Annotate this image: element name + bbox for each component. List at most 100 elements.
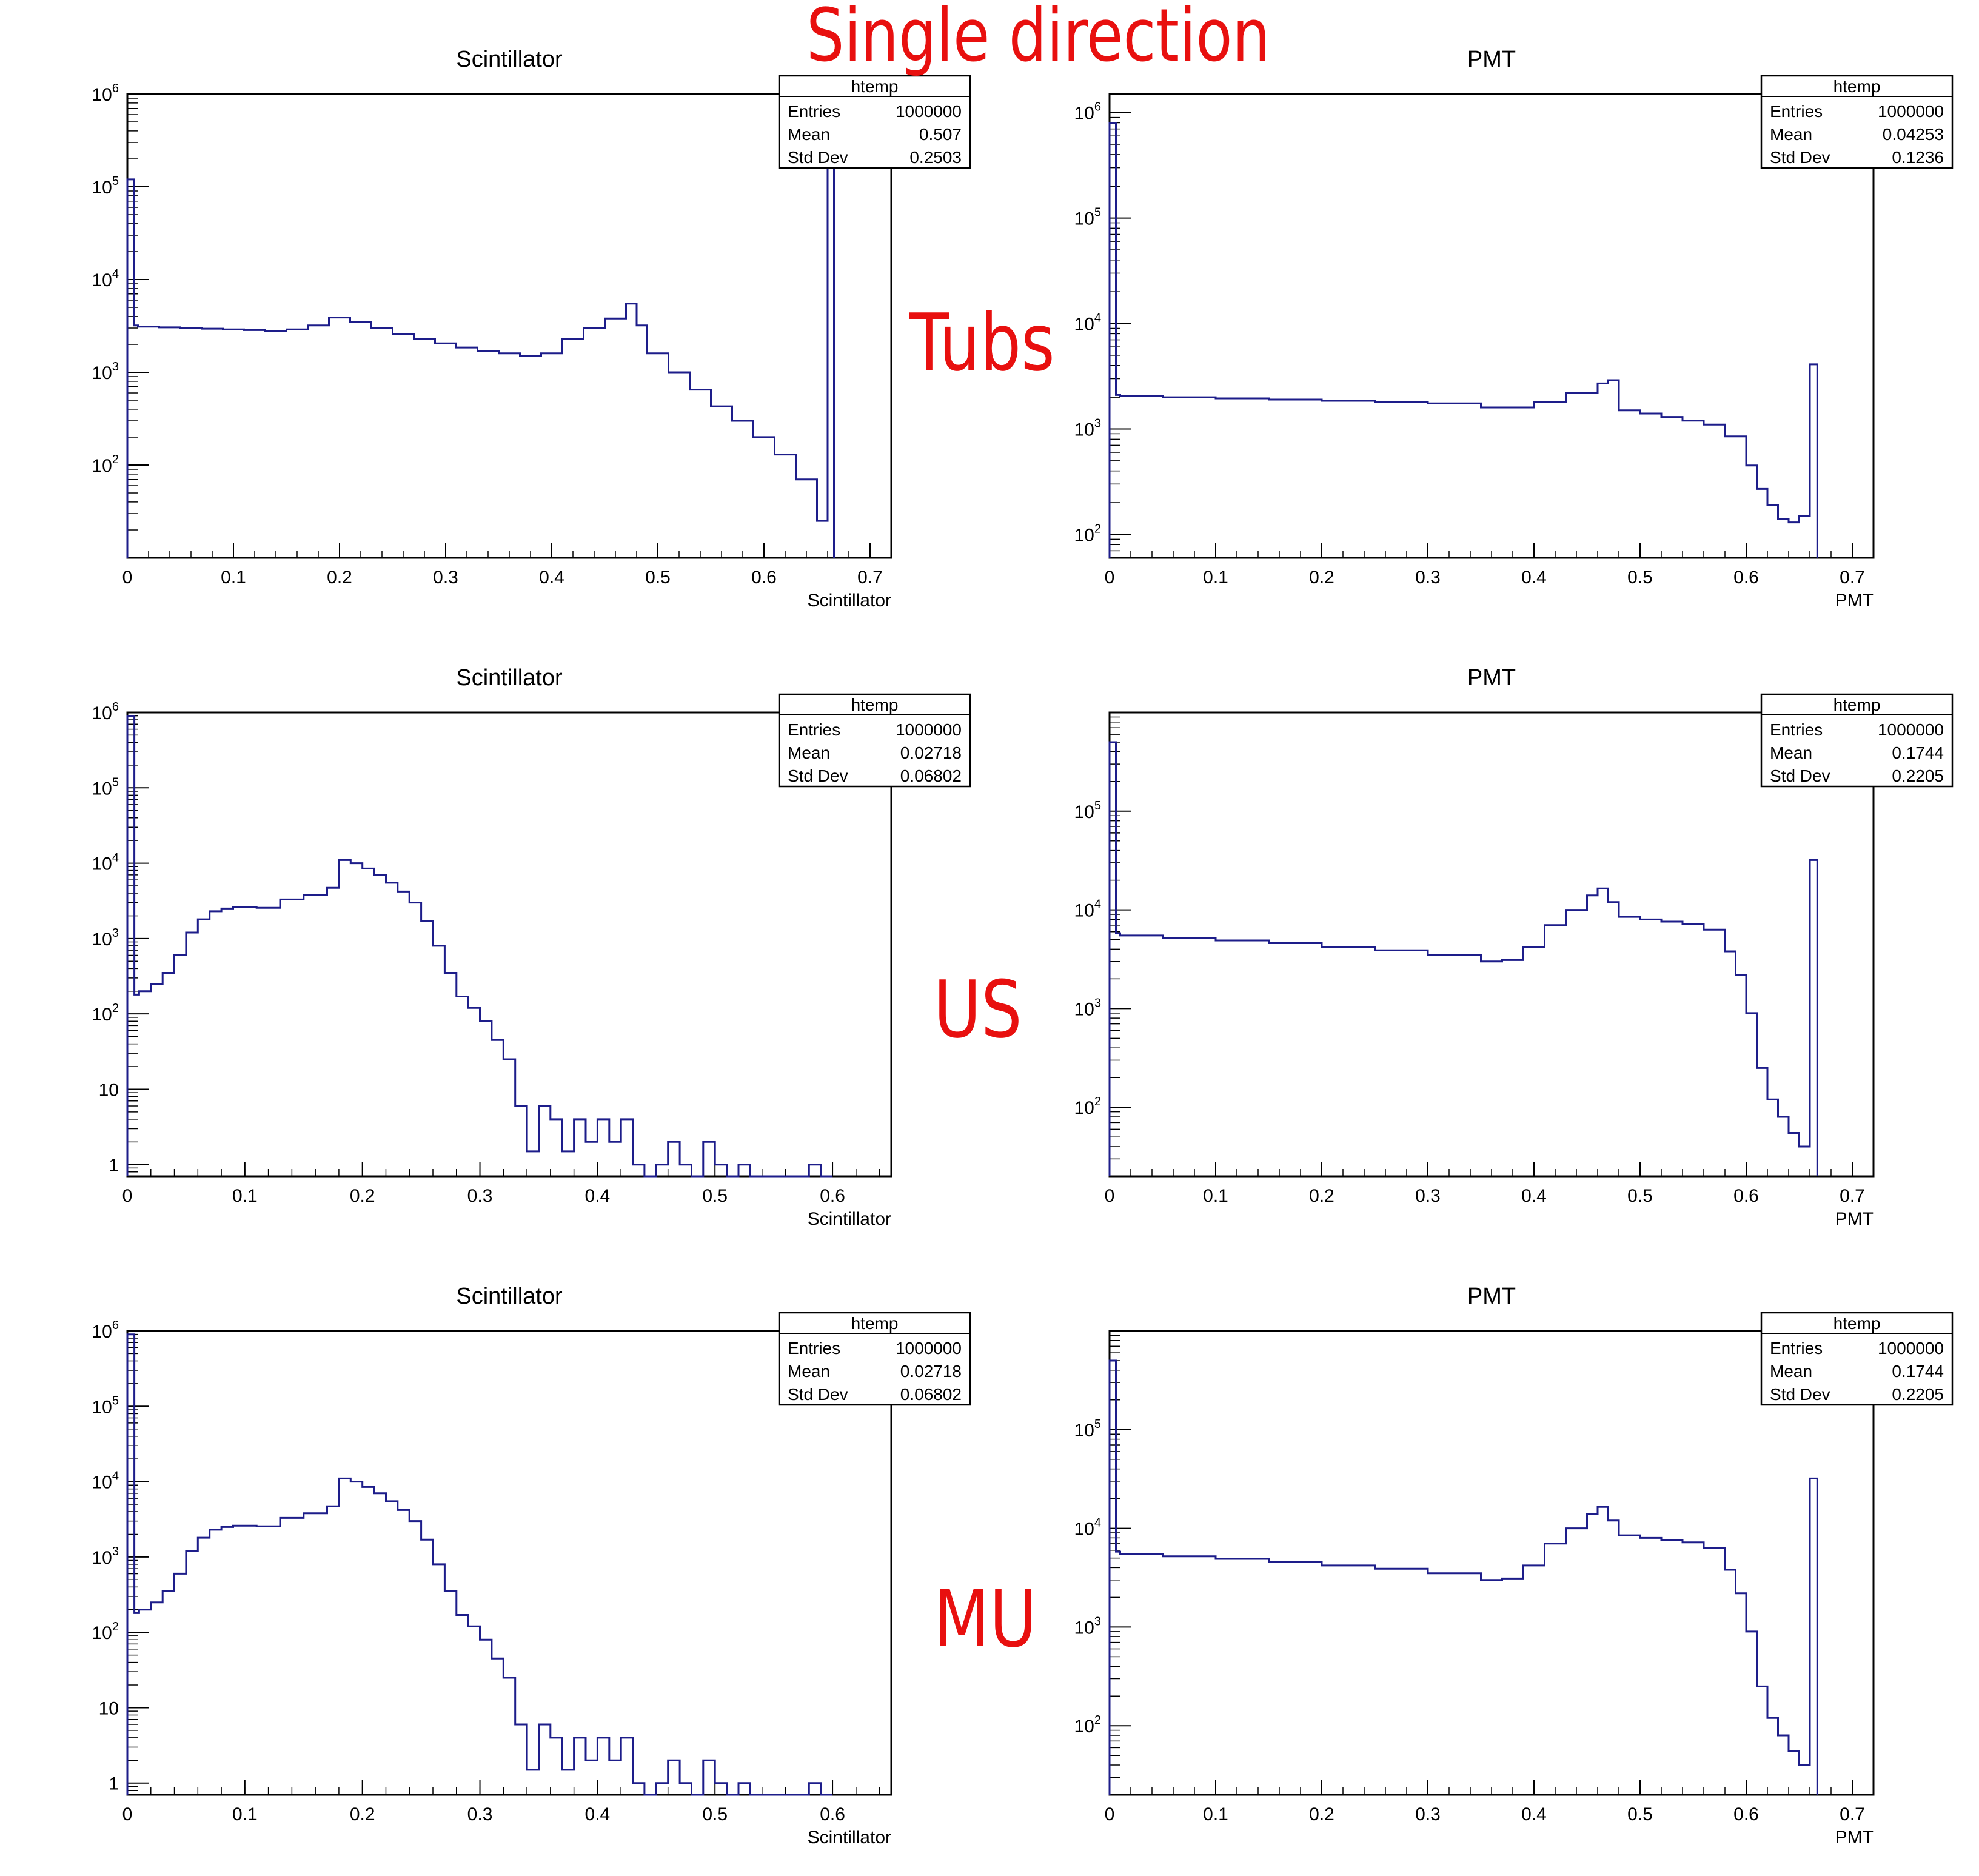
x-tick-label: 0.4 (1521, 568, 1547, 588)
stats-key: Mean (1770, 1362, 1812, 1381)
stats-name: htemp (851, 695, 899, 714)
row-label-tubs: Tubs (909, 296, 1055, 389)
x-tick-label: 0.1 (1203, 1186, 1228, 1206)
x-tick-label: 0.3 (433, 568, 458, 588)
x-tick-label: 0.1 (232, 1186, 258, 1206)
panel-title: Scintillator (456, 665, 563, 691)
x-tick-label: 0.7 (1840, 1186, 1865, 1206)
histogram-panel: Scintillator 0 0.1 0.2 0.3 0.4 0.5 0.6 0.7 Scinti… (92, 47, 971, 611)
y-tick-label: 103 (92, 1545, 119, 1568)
stats-value: 0.04253 (1883, 125, 1944, 144)
x-axis-label: Scintillator (808, 1209, 891, 1229)
stats-key: Entries (788, 720, 840, 739)
stats-value: 0.02718 (900, 743, 962, 762)
stats-value: 0.2503 (909, 148, 962, 167)
stats-name: htemp (1833, 1314, 1881, 1333)
stats-name: htemp (1833, 77, 1881, 96)
stats-value: 0.1744 (1892, 743, 1944, 762)
x-tick-label: 0 (1105, 1804, 1115, 1824)
y-tick-label: 104 (1074, 898, 1102, 921)
x-tick-label: 0.5 (702, 1804, 728, 1824)
histogram-line (126, 715, 833, 1178)
x-tick-label: 0.3 (1415, 1186, 1441, 1206)
y-tick-label: 103 (1074, 417, 1102, 440)
x-tick-label: 0.1 (1203, 568, 1228, 588)
stats-key: Entries (1770, 720, 1823, 739)
x-tick-label: 0.7 (857, 568, 883, 588)
stats-value: 1000000 (1878, 1339, 1944, 1358)
stats-box (1760, 693, 1954, 788)
x-tick-label: 0 (122, 1186, 133, 1206)
y-tick-label: 104 (92, 1470, 119, 1493)
panel-title: Scintillator (456, 47, 563, 72)
y-tick-label: 105 (1074, 206, 1102, 229)
x-tick-label: 0.3 (467, 1186, 493, 1206)
x-axis-label: PMT (1835, 1209, 1874, 1229)
stats-key: Entries (1770, 102, 1823, 121)
histogram-line (1108, 741, 1818, 1176)
stats-box (778, 75, 971, 169)
panel-title: PMT (1467, 665, 1516, 691)
x-tick-label: 0 (122, 1804, 133, 1824)
histogram-panel: PMT 0 0.1 0.2 0.3 0.4 0.5 0.6 0.7 PMT 102 103 104 105… (1074, 665, 1954, 1229)
x-tick-label: 0.6 (1733, 568, 1759, 588)
y-tick-label: 105 (92, 175, 119, 198)
x-tick-label: 0.1 (232, 1804, 258, 1824)
x-tick-label: 0.5 (1627, 1804, 1653, 1824)
y-tick-label: 106 (92, 700, 119, 723)
x-axis-label: Scintillator (808, 1827, 891, 1848)
stats-key: Mean (788, 1362, 830, 1381)
histogram-line (126, 107, 835, 558)
x-tick-label: 0.7 (1840, 568, 1865, 588)
y-tick-label: 102 (1074, 1095, 1102, 1118)
x-tick-label: 0.6 (751, 568, 777, 588)
stats-value: 0.1744 (1892, 1362, 1944, 1381)
y-tick-label: 105 (92, 1394, 119, 1417)
histogram-panel: Scintillator 0 0.1 0.2 0.3 0.4 0.5 0.6 Scintilla… (92, 1284, 971, 1848)
x-tick-label: 0.5 (1627, 568, 1653, 588)
y-tick-label: 102 (92, 1620, 119, 1643)
x-tick-label: 0.4 (1521, 1804, 1547, 1824)
stats-key: Std Dev (788, 1385, 848, 1404)
x-tick-label: 0.6 (1733, 1804, 1759, 1824)
y-tick-label: 103 (92, 360, 119, 383)
y-tick-label: 1 (109, 1774, 119, 1794)
x-tick-label: 0.2 (350, 1804, 375, 1824)
stats-box (778, 1312, 971, 1406)
stats-key: Std Dev (788, 766, 848, 785)
x-tick-label: 0.2 (1309, 1186, 1334, 1206)
stats-name: htemp (851, 1314, 899, 1333)
y-tick-label: 104 (92, 851, 119, 874)
stats-value: 0.2205 (1892, 766, 1944, 785)
x-tick-label: 0.2 (1309, 1804, 1334, 1824)
stats-key: Mean (1770, 125, 1812, 144)
x-tick-label: 0.5 (1627, 1186, 1653, 1206)
y-tick-label: 10 (99, 1698, 119, 1718)
stats-value: 0.1236 (1892, 148, 1944, 167)
x-tick-label: 0.2 (1309, 568, 1334, 588)
stats-value: 0.06802 (900, 1385, 962, 1404)
x-tick-label: 0.6 (820, 1804, 845, 1824)
stats-name: htemp (851, 77, 899, 96)
plot-frame (126, 711, 892, 1178)
y-tick-label: 105 (1074, 799, 1102, 822)
y-tick-label: 10 (99, 1080, 119, 1100)
y-tick-label: 105 (92, 776, 119, 799)
x-tick-label: 0 (122, 568, 133, 588)
x-tick-label: 0.5 (702, 1186, 728, 1206)
stats-value: 0.507 (919, 125, 962, 144)
stats-value: 0.2205 (1892, 1385, 1944, 1404)
histogram-line (1108, 1359, 1818, 1795)
x-tick-label: 0.6 (820, 1186, 845, 1206)
x-tick-label: 0 (1105, 1186, 1115, 1206)
x-tick-label: 0.4 (539, 568, 564, 588)
histogram-panel: PMT 0 0.1 0.2 0.3 0.4 0.5 0.6 0.7 PMT 102 103 104 105… (1074, 1284, 1954, 1848)
x-tick-label: 0.1 (221, 568, 246, 588)
stats-key: Std Dev (1770, 1385, 1830, 1404)
stats-name: htemp (1833, 695, 1881, 714)
stats-key: Std Dev (788, 148, 848, 167)
y-tick-label: 103 (1074, 996, 1102, 1019)
y-tick-label: 103 (92, 926, 119, 950)
